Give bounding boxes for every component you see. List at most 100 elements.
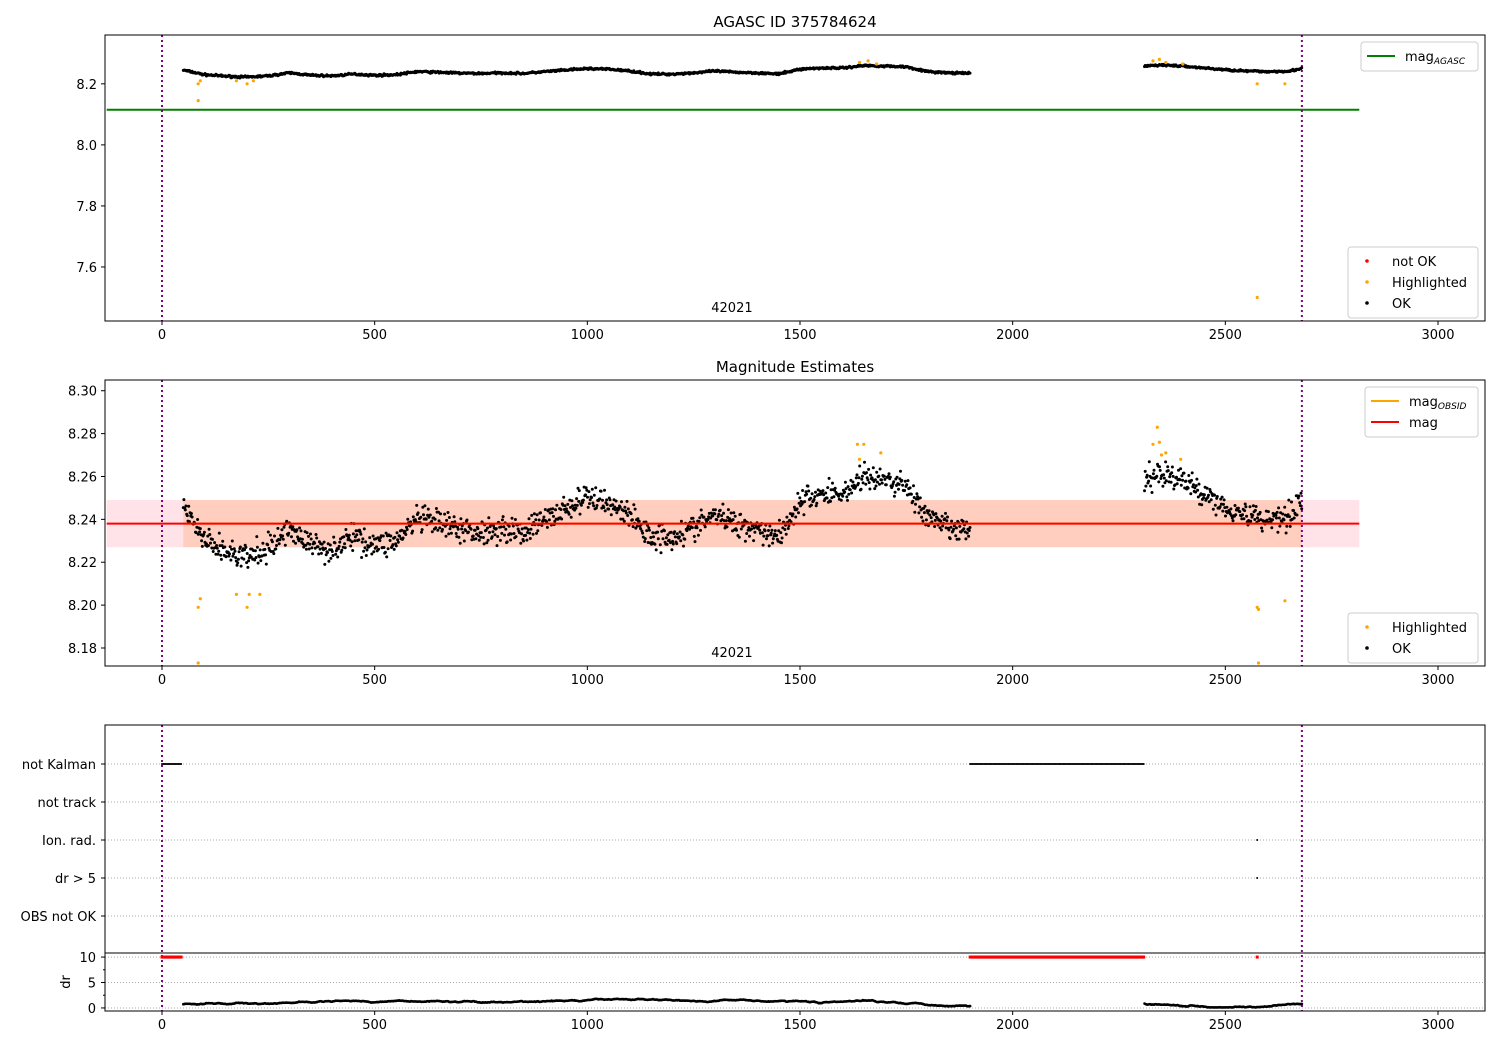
ok-point: [423, 504, 427, 508]
ok-point: [447, 516, 451, 519]
ok-point: [1292, 516, 1296, 520]
ok-point: [245, 552, 249, 555]
ok-point: [827, 476, 831, 480]
ok-point: [228, 545, 232, 549]
ok-point: [968, 526, 972, 529]
ok-point: [594, 506, 598, 510]
ok-point: [914, 502, 917, 506]
ok-point: [535, 513, 539, 517]
ok-point: [246, 565, 250, 569]
ok-point: [1166, 465, 1170, 469]
highlighted-point: [247, 592, 251, 597]
ok-point: [255, 535, 259, 539]
ok-point: [235, 563, 239, 567]
highlighted-point: [234, 592, 238, 597]
ok-point: [1200, 503, 1204, 507]
ok-point: [337, 544, 341, 548]
ok-point: [933, 525, 937, 528]
ok-point: [526, 528, 530, 532]
ok-point: [330, 550, 334, 553]
highlighted-point: [196, 99, 200, 103]
ok-point: [184, 504, 188, 508]
ok-point: [500, 531, 504, 535]
ok-point: [491, 530, 495, 534]
ok-point: [851, 480, 855, 484]
ok-point: [855, 473, 859, 477]
ok-point: [436, 528, 440, 532]
ok-point: [958, 524, 962, 528]
ok-point: [295, 528, 299, 532]
ok-point: [420, 530, 423, 534]
ok-point: [848, 488, 852, 492]
ok-point: [829, 499, 832, 503]
dr-point: [1300, 1002, 1304, 1006]
ok-point: [709, 511, 713, 515]
flag-point: [1142, 763, 1145, 765]
ok-point: [426, 507, 430, 511]
ok-point: [1284, 531, 1288, 535]
ok-point: [643, 540, 647, 543]
highlighted-point: [1159, 453, 1164, 457]
ok-point: [535, 531, 538, 535]
ok-point: [875, 470, 879, 474]
ok-point: [887, 472, 891, 476]
ok-point: [1260, 526, 1264, 530]
highlighted-point: [1256, 661, 1261, 665]
ok-point: [745, 532, 749, 535]
ok-point: [645, 529, 649, 533]
ok-point: [1158, 465, 1161, 469]
ok-point: [394, 544, 398, 548]
ok-point: [766, 534, 770, 538]
ok-point: [666, 533, 670, 537]
ok-point: [673, 530, 677, 534]
ok-point: [867, 467, 871, 471]
ok-point: [1254, 505, 1258, 508]
ok-point: [1175, 475, 1178, 479]
ok-point: [343, 546, 347, 550]
ok-point: [200, 539, 204, 543]
ok-point: [622, 519, 626, 523]
ok-point: [370, 552, 374, 556]
legend-label: OK: [1392, 642, 1411, 657]
ok-point: [223, 545, 227, 549]
ok-point: [831, 481, 834, 485]
ok-point: [275, 544, 278, 547]
ok-point: [584, 493, 587, 497]
highlighted-point: [198, 79, 202, 83]
ok-point: [1256, 516, 1259, 520]
ok-point: [954, 534, 958, 538]
ok-point: [771, 537, 775, 541]
y-tick-label: 8.28: [68, 428, 97, 443]
ok-point: [893, 490, 897, 494]
ok-point: [874, 484, 878, 488]
ok-point: [810, 492, 814, 496]
ok-point: [611, 503, 615, 507]
ok-point: [365, 548, 369, 552]
ok-point: [878, 467, 882, 471]
x-tick-label: 3000: [1421, 328, 1454, 343]
ok-point: [939, 519, 943, 523]
ok-point: [319, 551, 323, 555]
ok-point: [371, 542, 374, 546]
ok-point: [292, 539, 295, 543]
ok-point: [626, 507, 630, 511]
ok-point: [618, 505, 622, 509]
ok-point: [505, 540, 509, 544]
ok-point: [775, 533, 779, 537]
ok-point: [347, 533, 351, 537]
ok-point: [911, 499, 915, 503]
ok-point: [938, 526, 942, 530]
ok-point: [603, 488, 606, 492]
x-tick-label: 1000: [571, 328, 604, 343]
ok-point: [797, 501, 801, 505]
highlighted-point: [1179, 457, 1183, 461]
ok-point: [350, 540, 354, 544]
ok-point: [1258, 510, 1262, 514]
flag-row-label: dr > 5: [55, 872, 96, 887]
ok-point: [1236, 506, 1240, 510]
ok-point: [625, 499, 629, 503]
ok-point: [814, 504, 818, 508]
ok-point: [1260, 529, 1264, 533]
ok-point: [1300, 507, 1304, 511]
